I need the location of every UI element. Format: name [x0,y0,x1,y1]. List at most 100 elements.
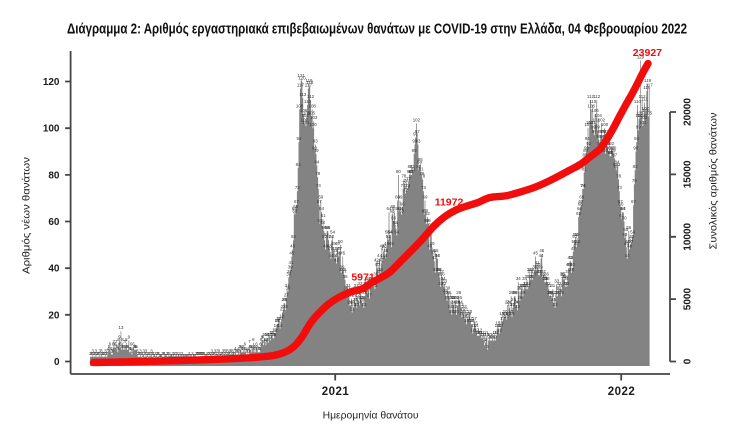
svg-text:22: 22 [448,304,453,309]
svg-text:37: 37 [536,269,541,274]
svg-text:49: 49 [389,241,394,246]
svg-text:1: 1 [183,353,186,358]
svg-text:2: 2 [233,351,236,356]
svg-text:64: 64 [621,206,626,211]
svg-text:27: 27 [352,293,357,298]
svg-text:9: 9 [128,335,131,340]
svg-text:45: 45 [340,251,345,256]
svg-text:90: 90 [611,146,616,151]
svg-text:110: 110 [304,99,312,104]
svg-text:100: 100 [309,122,317,127]
svg-text:5: 5 [120,344,123,349]
svg-text:74: 74 [581,183,586,188]
svg-text:12: 12 [470,328,475,333]
svg-text:11: 11 [493,330,498,335]
svg-text:9: 9 [487,335,490,340]
svg-text:18: 18 [504,314,509,319]
svg-text:50: 50 [628,239,633,244]
svg-text:24: 24 [350,300,355,305]
svg-text:4: 4 [243,346,246,351]
svg-text:4: 4 [117,346,120,351]
svg-text:45: 45 [431,251,436,256]
svg-text:44: 44 [383,253,388,258]
svg-text:9: 9 [492,335,495,340]
svg-text:58: 58 [393,220,398,225]
svg-text:26: 26 [457,295,462,300]
svg-text:25: 25 [282,297,287,302]
svg-text:79: 79 [315,171,320,176]
svg-text:19: 19 [466,311,471,316]
svg-text:34: 34 [545,276,550,281]
svg-text:105: 105 [303,111,311,116]
svg-text:20: 20 [48,310,60,321]
svg-text:106: 106 [591,108,599,113]
svg-text:104: 104 [635,113,643,118]
svg-text:47: 47 [336,246,341,251]
svg-text:89: 89 [611,148,616,153]
svg-text:5: 5 [124,344,127,349]
svg-text:5: 5 [108,344,111,349]
svg-text:2: 2 [230,351,233,356]
svg-text:10000: 10000 [683,222,694,250]
svg-text:2: 2 [89,351,92,356]
svg-text:63: 63 [390,209,395,214]
svg-text:5: 5 [116,344,119,349]
svg-text:0: 0 [683,358,694,364]
svg-text:32: 32 [557,281,562,286]
svg-text:27: 27 [447,293,452,298]
svg-text:94: 94 [585,136,590,141]
svg-text:7: 7 [115,339,118,344]
svg-text:26: 26 [452,295,457,300]
svg-text:52: 52 [326,234,331,239]
svg-text:38: 38 [436,267,441,272]
svg-text:18: 18 [463,314,468,319]
svg-text:38: 38 [378,267,383,272]
svg-text:48: 48 [323,244,328,249]
svg-text:1: 1 [172,353,175,358]
svg-text:11: 11 [480,330,485,335]
svg-text:102: 102 [592,118,600,123]
svg-text:8: 8 [117,337,120,342]
svg-text:14: 14 [471,323,476,328]
svg-text:78: 78 [401,174,406,179]
svg-text:8: 8 [484,337,487,342]
svg-text:1: 1 [170,353,173,358]
svg-text:17: 17 [277,316,282,321]
svg-text:1: 1 [185,353,188,358]
svg-text:9: 9 [262,335,265,340]
svg-text:2: 2 [95,351,98,356]
svg-text:16: 16 [469,318,474,323]
svg-text:64: 64 [397,206,402,211]
svg-text:2: 2 [156,351,159,356]
svg-text:31: 31 [285,283,290,288]
svg-text:34: 34 [441,276,446,281]
svg-text:2: 2 [178,351,181,356]
svg-text:11: 11 [477,330,482,335]
svg-text:1: 1 [204,353,207,358]
svg-text:16: 16 [470,318,475,323]
svg-text:3: 3 [218,349,221,354]
svg-text:63: 63 [422,209,427,214]
svg-text:26: 26 [445,295,450,300]
svg-text:34: 34 [365,276,370,281]
svg-text:20: 20 [508,309,513,314]
svg-text:48: 48 [327,244,332,249]
svg-text:3: 3 [236,349,239,354]
svg-text:1: 1 [193,353,196,358]
svg-text:87: 87 [612,153,617,158]
svg-text:5: 5 [240,344,243,349]
svg-text:2: 2 [208,351,211,356]
svg-text:51: 51 [629,237,634,242]
svg-text:10: 10 [271,332,276,337]
svg-text:40: 40 [567,262,572,267]
svg-text:2: 2 [105,351,108,356]
svg-text:10: 10 [484,332,489,337]
svg-text:28: 28 [444,290,449,295]
svg-text:9: 9 [490,335,493,340]
svg-text:112: 112 [307,94,315,99]
svg-text:7: 7 [262,339,265,344]
svg-text:76: 76 [632,178,637,183]
svg-text:93: 93 [416,139,421,144]
svg-text:35: 35 [542,274,547,279]
svg-text:2: 2 [199,351,202,356]
